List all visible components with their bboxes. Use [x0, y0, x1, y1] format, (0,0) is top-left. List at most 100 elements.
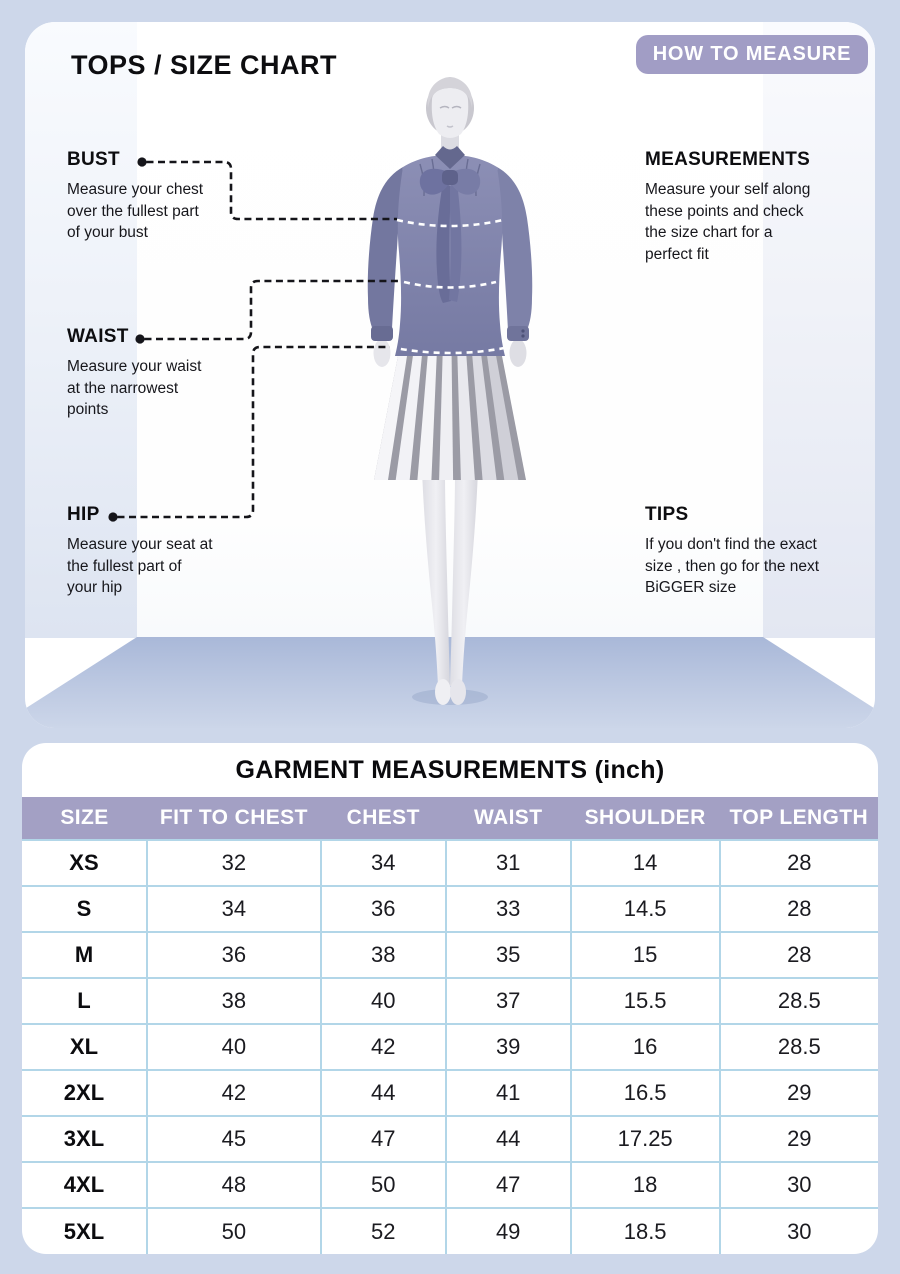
measurement-value-cell: 18 — [569, 1161, 720, 1208]
size-table: SIZE FIT TO CHEST CHEST WAIST SHOULDER TOP LE… — [22, 797, 878, 1254]
measurement-value-cell: 38 — [145, 977, 321, 1024]
waist-measure-line — [403, 280, 497, 289]
size-label-cell: M — [22, 931, 147, 978]
measurement-value-cell: 38 — [319, 931, 446, 978]
measurement-value-cell: 45 — [145, 1115, 321, 1162]
size-label-cell: 3XL — [22, 1115, 147, 1162]
table-row: 3XL 45 47 44 17.25 29 — [22, 1115, 878, 1162]
mannequin-left-hand — [373, 339, 391, 367]
measurement-value-cell: 28 — [718, 885, 878, 932]
how-to-measure-badge: HOW TO MEASURE — [636, 35, 868, 74]
hip-annotation: HIP Measure your seat at the fullest par… — [67, 504, 252, 599]
table-row: XS 32 34 31 14 28 — [22, 839, 878, 886]
measurement-value-cell: 42 — [145, 1069, 321, 1116]
column-header: SHOULDER — [570, 797, 720, 840]
mannequin-head — [426, 77, 474, 138]
measurement-value-cell: 36 — [319, 885, 446, 932]
column-header: CHEST — [320, 797, 446, 840]
measurement-value-cell: 47 — [444, 1161, 571, 1208]
measurement-value-cell: 50 — [319, 1161, 446, 1208]
mannequin-right-hand — [509, 339, 527, 367]
table-row: 2XL 42 44 41 16.5 29 — [22, 1069, 878, 1116]
measurement-value-cell: 40 — [319, 977, 446, 1024]
column-header: FIT TO CHEST — [146, 797, 321, 840]
measurements-description: Measure your self along these points and… — [645, 181, 811, 263]
measurement-value-cell: 37 — [444, 977, 571, 1024]
measurement-value-cell: 52 — [319, 1207, 446, 1254]
table-row: M 36 38 35 15 28 — [22, 931, 878, 978]
how-to-measure-panel: TOPS / SIZE CHART HOW TO MEASURE — [25, 22, 875, 728]
size-label-cell: L — [22, 977, 147, 1024]
neck-bow — [419, 168, 481, 303]
studio-right-wall — [763, 22, 875, 638]
measurement-value-cell: 32 — [145, 839, 321, 886]
measurement-value-cell: 14.5 — [569, 885, 720, 932]
measurement-value-cell: 33 — [444, 885, 571, 932]
size-label-cell: 4XL — [22, 1161, 147, 1208]
measurement-value-cell: 28 — [718, 839, 878, 886]
mannequin-legs — [422, 470, 478, 705]
measurement-value-cell: 34 — [145, 885, 321, 932]
size-label-cell: 2XL — [22, 1069, 147, 1116]
measurement-value-cell: 34 — [319, 839, 446, 886]
measurement-value-cell: 29 — [718, 1115, 878, 1162]
measurement-value-cell: 29 — [718, 1069, 878, 1116]
measurement-value-cell: 16 — [569, 1023, 720, 1070]
measurement-value-cell: 31 — [444, 839, 571, 886]
pleated-skirt — [374, 356, 526, 480]
measurement-value-cell: 28.5 — [718, 1023, 878, 1070]
measurement-value-cell: 30 — [718, 1161, 878, 1208]
size-label-cell: 5XL — [22, 1207, 147, 1254]
column-header: SIZE — [22, 797, 147, 840]
table-row: S 34 36 33 14.5 28 — [22, 885, 878, 932]
table-row: 5XL 50 52 49 18.5 30 — [22, 1207, 878, 1254]
measurement-value-cell: 36 — [145, 931, 321, 978]
bust-description: Measure your chest over the fullest part… — [67, 181, 204, 241]
column-header: WAIST — [445, 797, 571, 840]
measurement-value-cell: 42 — [319, 1023, 446, 1070]
measurement-value-cell: 47 — [319, 1115, 446, 1162]
measurement-value-cell: 15 — [569, 931, 720, 978]
hip-measure-line — [389, 345, 511, 355]
page-title: TOPS / SIZE CHART — [71, 50, 338, 80]
measurement-value-cell: 28 — [718, 931, 878, 978]
size-label-cell: S — [22, 885, 147, 932]
measurement-value-cell: 28.5 — [718, 977, 878, 1024]
bust-label: BUST — [67, 149, 120, 170]
waist-description: Measure your waist at the narrowest poin… — [67, 358, 202, 418]
measurements-annotation: MEASUREMENTS Measure your self along the… — [645, 149, 850, 265]
table-row: L 38 40 37 15.5 28.5 — [22, 977, 878, 1024]
blouse-collar — [435, 146, 465, 169]
table-header-row: SIZE FIT TO CHEST CHEST WAIST SHOULDER TOP LE… — [22, 797, 878, 840]
measurement-value-cell: 49 — [444, 1207, 571, 1254]
bust-annotation: BUST Measure your chest over the fullest… — [67, 149, 242, 244]
measurement-value-cell: 14 — [569, 839, 720, 886]
tips-description: If you don't find the exact size , then … — [645, 536, 820, 596]
measurement-value-cell: 44 — [444, 1115, 571, 1162]
table-row: XL 40 42 39 16 28.5 — [22, 1023, 878, 1070]
bow-blouse — [395, 146, 505, 356]
hip-description: Measure your seat at the fullest part of… — [67, 536, 213, 596]
tips-label: TIPS — [645, 504, 689, 525]
size-label-cell: XL — [22, 1023, 147, 1070]
measurement-value-cell: 17.25 — [569, 1115, 720, 1162]
studio-left-wall — [25, 22, 137, 638]
measurement-value-cell: 40 — [145, 1023, 321, 1070]
studio-floor — [25, 637, 875, 728]
tips-annotation: TIPS If you don't find the exact size , … — [645, 504, 850, 599]
measurement-value-cell: 44 — [319, 1069, 446, 1116]
measurement-value-cell: 39 — [444, 1023, 571, 1070]
garment-measurements-card: GARMENT MEASUREMENTS (inch) SIZE FIT TO C… — [22, 743, 878, 1254]
measurement-value-cell: 41 — [444, 1069, 571, 1116]
waist-annotation: WAIST Measure your waist at the narrowes… — [67, 326, 242, 421]
mannequin-figure — [367, 77, 533, 705]
table-title: GARMENT MEASUREMENTS (inch) — [235, 755, 665, 784]
measurement-value-cell: 30 — [718, 1207, 878, 1254]
waist-label: WAIST — [67, 326, 129, 347]
measurement-value-cell: 48 — [145, 1161, 321, 1208]
measurements-label: MEASUREMENTS — [645, 149, 811, 170]
hip-label: HIP — [67, 504, 100, 525]
size-label-cell: XS — [22, 839, 147, 886]
measurement-value-cell: 18.5 — [569, 1207, 720, 1254]
